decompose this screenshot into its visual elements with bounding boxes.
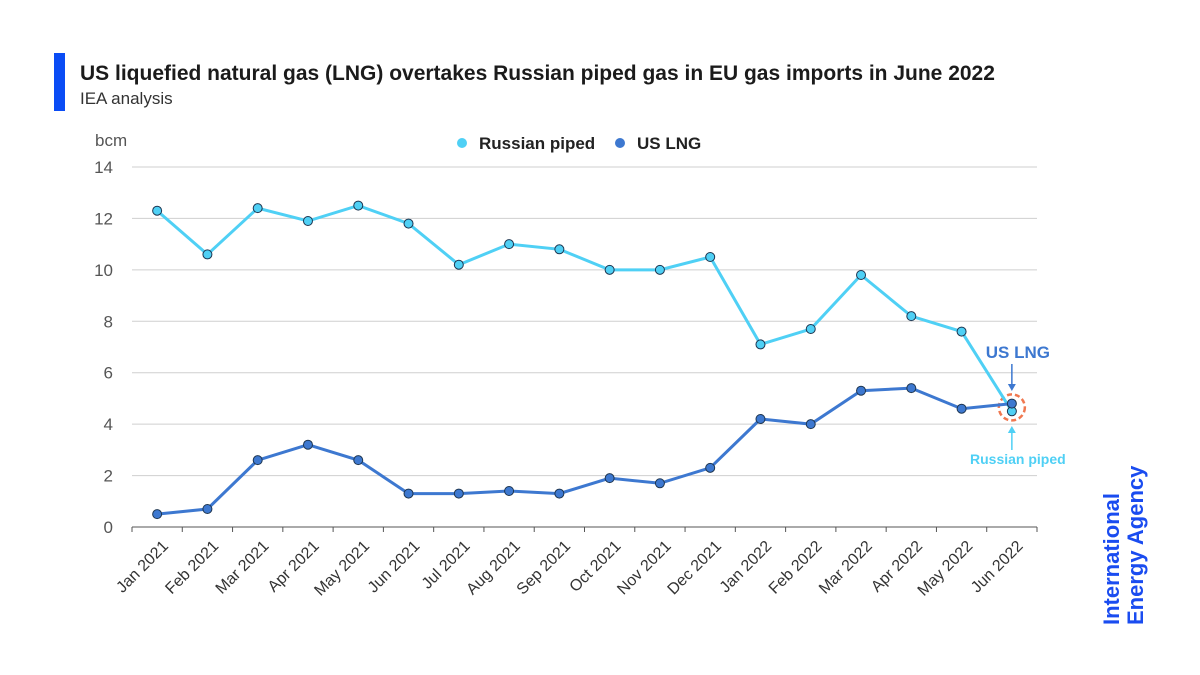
legend-marker <box>457 138 467 148</box>
y-tick-label: 2 <box>104 467 113 486</box>
data-point <box>956 326 967 337</box>
x-tick-label: Feb 2022 <box>766 538 826 598</box>
data-point <box>856 385 867 396</box>
annotation-us-lng: US LNG <box>986 343 1050 362</box>
data-point <box>302 439 313 450</box>
x-tick-label: Feb 2021 <box>162 538 222 598</box>
x-tick-label: Jun 2021 <box>365 538 424 597</box>
x-tick-label: Mar 2021 <box>213 538 273 598</box>
y-tick-label: 6 <box>104 364 113 383</box>
data-point <box>202 504 213 514</box>
chart-subtitle: IEA analysis <box>80 89 173 108</box>
data-point <box>906 311 917 322</box>
data-point <box>403 488 414 499</box>
data-point <box>604 264 615 275</box>
x-tick-label: Nov 2021 <box>614 538 675 599</box>
logo-line-1: International <box>1099 492 1124 625</box>
x-tick-label: Sep 2021 <box>514 538 575 599</box>
y-tick-label: 12 <box>94 209 113 228</box>
data-point <box>906 383 917 394</box>
x-tick-label: May 2022 <box>915 538 977 600</box>
legend-marker <box>615 138 625 148</box>
chart-title: US liquefied natural gas (LNG) overtakes… <box>80 62 995 85</box>
data-point <box>252 455 263 466</box>
arrow-head-icon <box>1007 384 1016 391</box>
data-point <box>654 264 665 275</box>
data-point <box>554 488 565 499</box>
x-tick-label: Dec 2021 <box>665 538 726 599</box>
data-point <box>604 473 615 484</box>
data-point <box>453 488 464 499</box>
data-point <box>705 462 716 473</box>
data-point <box>805 324 816 334</box>
data-point <box>554 244 565 255</box>
annotation-russian-piped: Russian piped <box>970 451 1066 467</box>
y-tick-label: 4 <box>104 415 113 434</box>
legend-label: US LNG <box>637 134 701 153</box>
data-point <box>152 205 163 216</box>
data-point <box>856 270 867 280</box>
data-point <box>755 414 766 424</box>
y-tick-label: 10 <box>94 261 113 280</box>
data-point <box>453 259 464 270</box>
x-tick-label: Aug 2021 <box>463 538 524 599</box>
data-point <box>353 455 364 466</box>
data-point <box>705 252 716 262</box>
y-tick-label: 0 <box>104 518 113 537</box>
logo-line-2: Energy Agency <box>1123 465 1148 625</box>
data-point <box>654 478 665 489</box>
data-point <box>302 216 313 226</box>
data-point <box>504 486 515 496</box>
data-point <box>956 403 967 414</box>
highlight-circle <box>997 393 1027 422</box>
y-axis-label: bcm <box>95 131 127 150</box>
legend-label: Russian piped <box>479 134 595 153</box>
data-point <box>805 419 816 430</box>
series-line <box>156 203 1014 413</box>
data-point <box>403 218 414 229</box>
data-point <box>504 239 515 250</box>
y-tick-label: 14 <box>94 158 113 177</box>
data-point <box>202 249 213 260</box>
data-point <box>353 200 364 211</box>
arrow-head-icon <box>1007 426 1016 433</box>
series-line <box>156 386 1013 516</box>
data-point <box>1006 398 1017 409</box>
title-accent-bar <box>54 53 65 111</box>
data-point <box>252 203 263 214</box>
x-tick-label: May 2021 <box>311 538 373 600</box>
data-point <box>755 339 766 350</box>
x-tick-label: Jun 2022 <box>968 538 1027 597</box>
y-tick-label: 8 <box>104 312 113 331</box>
x-tick-label: Mar 2022 <box>816 538 876 598</box>
data-point <box>152 509 163 520</box>
iea-logo: International Energy Agency <box>1099 465 1148 625</box>
